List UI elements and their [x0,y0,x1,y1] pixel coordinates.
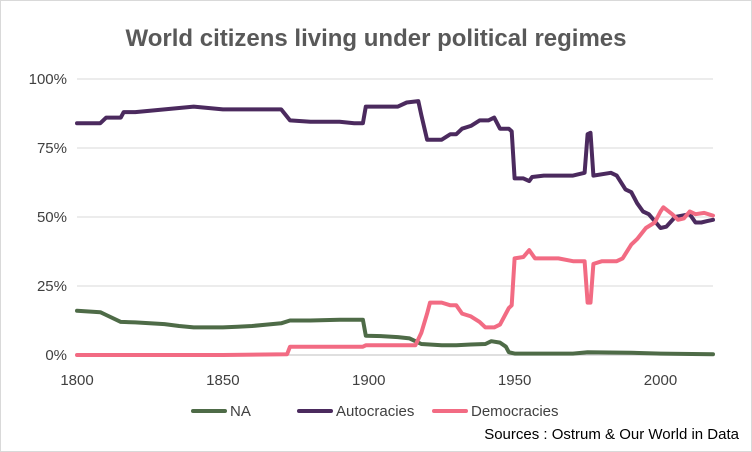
y-tick-label: 0% [45,347,67,364]
legend: NA Autocracies Democracies [191,403,559,420]
y-tick-label: 25% [37,278,67,295]
y-tick-label: 75% [37,140,67,157]
y-tick-label: 50% [37,209,67,226]
x-tick-label: 2000 [644,372,677,389]
legend-label-na: NA [230,403,251,420]
x-tick-label: 1950 [498,372,531,389]
x-tick-label: 1850 [206,372,239,389]
series-line-autocracies [75,99,715,230]
x-tick-label: 1800 [60,372,93,389]
series-line-na [75,308,715,357]
y-tick-label: 100% [29,71,67,88]
y-axis-ticks: 0% 25% 50% 75% 100% [29,71,67,364]
source-note: Sources : Ostrum & Our World in Data [484,426,739,443]
x-axis-ticks: 1800 1850 1900 1950 2000 [60,372,677,389]
legend-label-autocracies: Autocracies [336,403,414,420]
legend-label-democracies: Democracies [471,403,559,420]
series-lines [75,99,715,357]
series-line-democracies [75,205,715,357]
chart-title: World citizens living under political re… [126,25,627,52]
x-tick-label: 1900 [352,372,385,389]
gridlines [77,78,713,356]
